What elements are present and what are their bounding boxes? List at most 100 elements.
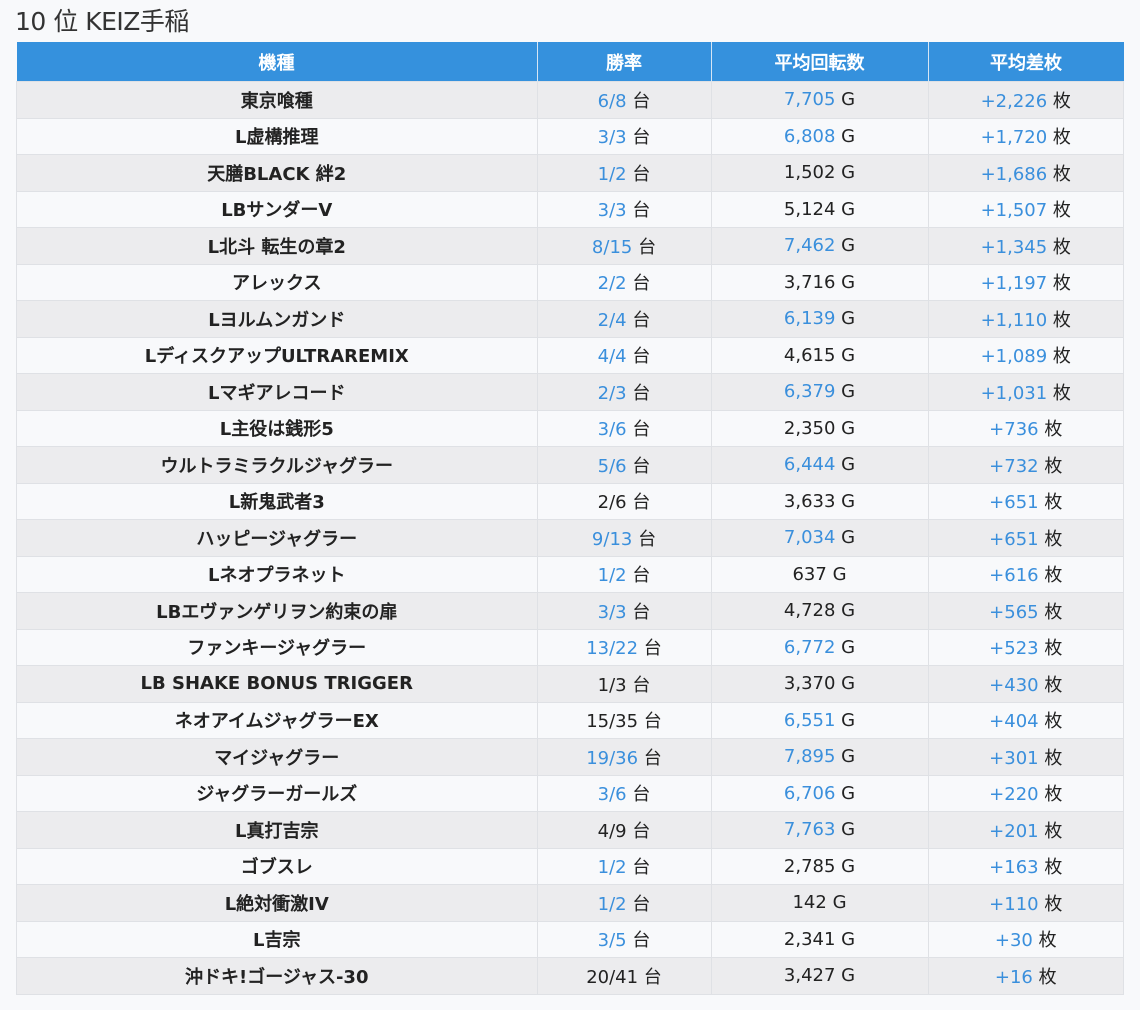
unit: 枚 — [1052, 236, 1071, 258]
machine-name: 沖ドキ!ゴージャス-30 — [16, 957, 538, 995]
avg-games: 6,551 G — [710, 701, 929, 739]
unit: 枚 — [1044, 565, 1063, 587]
avg-games: 7,705 G — [710, 81, 929, 119]
table-row: Lマギアレコード 2/3 台 6,379 G +1,031 枚 — [16, 373, 1124, 411]
avg-games: 142 G — [710, 884, 929, 922]
win-rate-value: 3/3 — [597, 127, 627, 149]
avg-diff-value: +1,686 — [980, 163, 1048, 185]
table-row: ネオアイムジャグラーEX 15/35 台 6,551 G +404 枚 — [16, 701, 1124, 739]
win-rate: 1/2 台 — [536, 884, 712, 922]
avg-diff: +1,720 枚 — [927, 117, 1124, 155]
unit: 台 — [643, 711, 662, 733]
machine-name: Lヨルムンガンド — [16, 300, 538, 338]
avg-games-value: 6,772 — [783, 636, 836, 658]
avg-games: 7,895 G — [710, 738, 929, 776]
machine-name-text: ジャグラーガールズ — [196, 784, 358, 806]
unit: 台 — [643, 747, 662, 769]
avg-diff: +651 枚 — [927, 482, 1124, 520]
avg-games: 7,034 G — [710, 519, 929, 557]
machine-name: LB SHAKE BONUS TRIGGER — [16, 665, 538, 703]
unit: G — [841, 928, 856, 950]
avg-games-value: 2,350 — [783, 417, 836, 439]
unit: G — [841, 527, 856, 549]
unit: 枚 — [1044, 601, 1063, 623]
header-avg-diff: 平均差枚 — [927, 42, 1124, 82]
avg-diff: +1,345 枚 — [927, 227, 1124, 265]
table-row: ファンキージャグラー 13/22 台 6,772 G +523 枚 — [16, 628, 1124, 666]
avg-games: 4,728 G — [710, 592, 929, 630]
machine-name-text: 沖ドキ!ゴージャス-30 — [185, 966, 369, 988]
unit: 台 — [632, 820, 651, 842]
avg-diff-value: +430 — [989, 674, 1039, 696]
machine-name-text: L吉宗 — [253, 930, 301, 952]
avg-games-value: 7,895 — [783, 746, 836, 768]
avg-games: 6,706 G — [710, 774, 929, 812]
avg-games: 1,502 G — [710, 154, 929, 192]
machine-name-text: LB SHAKE BONUS TRIGGER — [140, 673, 413, 695]
table-row: ゴブスレ 1/2 台 2,785 G +163 枚 — [16, 847, 1124, 885]
win-rate: 19/36 台 — [536, 738, 712, 776]
win-rate-value: 9/13 — [591, 528, 633, 550]
avg-games-value: 3,427 — [783, 965, 836, 987]
unit: 台 — [632, 273, 651, 295]
unit: 枚 — [1052, 309, 1071, 331]
avg-games: 6,808 G — [710, 117, 929, 155]
table-row: アレックス 2/2 台 3,716 G +1,197 枚 — [16, 263, 1124, 301]
win-rate-value: 13/22 — [586, 638, 639, 660]
unit: 枚 — [1052, 163, 1071, 185]
win-rate: 3/5 台 — [536, 920, 712, 958]
avg-games-value: 7,034 — [783, 527, 836, 549]
avg-diff: +16 枚 — [927, 957, 1124, 995]
avg-diff-value: +1,720 — [980, 127, 1048, 149]
machine-name-text: LディスクアップULTRAREMIX — [144, 346, 409, 368]
machine-name-text: Lマギアレコード — [208, 382, 346, 404]
unit: 台 — [632, 127, 651, 149]
machine-name: L新鬼武者3 — [16, 482, 538, 520]
unit: 台 — [638, 236, 657, 258]
win-rate: 3/3 台 — [536, 117, 712, 155]
avg-games-value: 2,785 — [783, 855, 836, 877]
header-machine: 機種 — [16, 42, 537, 82]
unit: 枚 — [1044, 893, 1063, 915]
unit: 枚 — [1052, 273, 1071, 295]
unit: 台 — [632, 346, 651, 368]
avg-diff: +1,031 枚 — [927, 373, 1124, 411]
avg-diff-value: +1,507 — [980, 200, 1048, 222]
table-row: LBエヴァンゲリヲン約束の扉 3/3 台 4,728 G +565 枚 — [16, 592, 1124, 630]
unit: G — [841, 271, 856, 293]
table-row: マイジャグラー 19/36 台 7,895 G +301 枚 — [16, 738, 1124, 776]
avg-games-value: 637 — [792, 563, 827, 585]
table-row: L吉宗 3/5 台 2,341 G +30 枚 — [16, 920, 1124, 958]
unit: 台 — [632, 601, 651, 623]
table-row: L新鬼武者3 2/6 台 3,633 G +651 枚 — [16, 482, 1124, 520]
machine-name-text: ウルトラミラクルジャグラー — [160, 455, 394, 477]
avg-games: 6,139 G — [710, 300, 929, 338]
machine-name-text: LBエヴァンゲリヲン約束の扉 — [156, 601, 398, 623]
avg-diff-value: +30 — [994, 930, 1033, 952]
machine-name-text: Lヨルムンガンド — [208, 309, 346, 331]
ranking-table: 機種 勝率 平均回転数 平均差枚 東京喰種 6/8 台 7,705 G +2,226 … — [16, 42, 1124, 995]
machine-name-text: LBサンダーV — [221, 200, 333, 222]
avg-games-value: 6,139 — [783, 308, 836, 330]
win-rate: 20/41 台 — [536, 957, 712, 995]
table-row: 東京喰種 6/8 台 7,705 G +2,226 枚 — [16, 81, 1124, 119]
avg-games-value: 4,615 — [783, 344, 836, 366]
table-row: Lヨルムンガンド 2/4 台 6,139 G +1,110 枚 — [16, 300, 1124, 338]
unit: G — [841, 89, 856, 111]
unit: 枚 — [1044, 419, 1063, 441]
machine-name: 東京喰種 — [16, 81, 538, 119]
unit: G — [841, 636, 856, 658]
win-rate: 3/3 台 — [536, 190, 712, 228]
win-rate: 3/3 台 — [536, 592, 712, 630]
machine-name-text: L新鬼武者3 — [228, 492, 325, 514]
unit: G — [841, 381, 856, 403]
unit: G — [841, 855, 856, 877]
machine-name-text: L虚構推理 — [235, 127, 319, 149]
unit: 枚 — [1044, 747, 1063, 769]
avg-diff: +736 枚 — [927, 409, 1124, 447]
unit: G — [832, 563, 847, 585]
avg-games: 637 G — [710, 555, 929, 593]
unit: 台 — [632, 492, 651, 514]
unit: 台 — [632, 455, 651, 477]
avg-diff: +1,197 枚 — [927, 263, 1124, 301]
